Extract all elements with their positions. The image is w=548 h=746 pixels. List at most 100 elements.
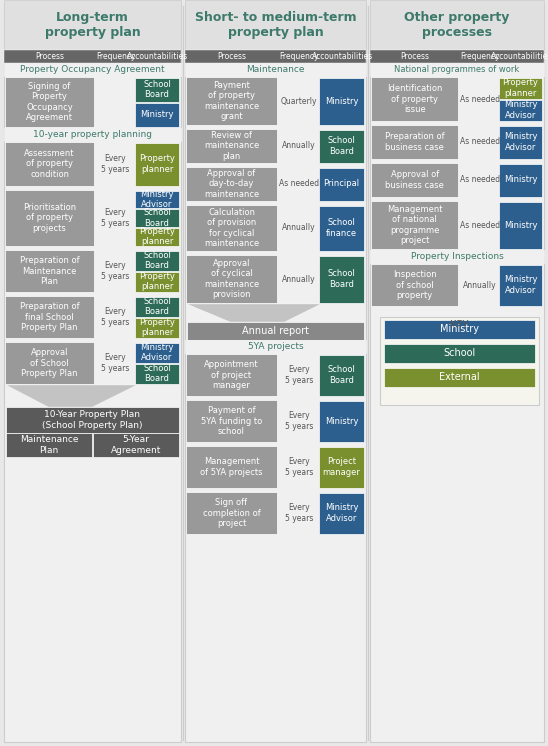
FancyBboxPatch shape [5,190,94,246]
FancyBboxPatch shape [186,400,277,442]
FancyBboxPatch shape [4,4,181,742]
FancyBboxPatch shape [499,99,542,121]
Text: Ministry
Advisor: Ministry Advisor [504,275,537,295]
Text: Preparation of
business case: Preparation of business case [385,132,444,151]
FancyBboxPatch shape [319,78,364,125]
FancyBboxPatch shape [319,168,364,201]
FancyBboxPatch shape [135,209,179,227]
Text: As needed: As needed [460,175,500,184]
Text: Management
of 5YA projects: Management of 5YA projects [201,457,263,477]
FancyBboxPatch shape [186,167,277,201]
Text: Annually: Annually [463,280,496,289]
FancyBboxPatch shape [185,63,366,76]
Polygon shape [6,385,137,407]
FancyBboxPatch shape [4,128,181,141]
Text: Property
planner: Property planner [139,227,175,246]
FancyBboxPatch shape [4,0,181,50]
FancyBboxPatch shape [319,130,364,163]
Text: Annually: Annually [282,275,316,283]
Text: Ministry
Advisor: Ministry Advisor [504,132,537,151]
FancyBboxPatch shape [4,50,181,63]
FancyBboxPatch shape [319,401,364,442]
Text: Preparation of
final School
Property Plan: Preparation of final School Property Pla… [20,302,79,332]
Text: As needed: As needed [460,221,500,230]
Text: Ministry: Ministry [140,110,174,119]
FancyBboxPatch shape [370,50,544,63]
Text: Ministry
Advisor: Ministry Advisor [140,343,174,363]
Text: Annual report: Annual report [242,326,309,336]
FancyBboxPatch shape [186,446,277,488]
FancyBboxPatch shape [371,201,459,249]
Text: Prioritisation
of property
projects: Prioritisation of property projects [23,203,76,233]
Text: Every
5 years: Every 5 years [285,504,313,523]
Text: School
Board: School Board [328,269,356,289]
Text: Process: Process [36,52,65,61]
Text: Every
5 years: Every 5 years [101,261,130,280]
FancyBboxPatch shape [5,250,94,292]
FancyBboxPatch shape [185,340,366,353]
Text: As needed: As needed [460,137,500,146]
Text: Frequency: Frequency [279,52,319,61]
Text: Long-term
property plan: Long-term property plan [44,11,140,39]
FancyBboxPatch shape [185,0,366,50]
FancyBboxPatch shape [93,433,179,457]
Text: Property Inspections: Property Inspections [410,252,504,261]
Text: Other property
processes: Other property processes [404,11,510,39]
Text: Payment of
5YA funding to
school: Payment of 5YA funding to school [201,406,262,436]
Text: Frequency: Frequency [460,52,499,61]
Text: Maintenance: Maintenance [246,65,305,74]
FancyBboxPatch shape [5,296,94,338]
FancyBboxPatch shape [371,77,459,121]
Text: Review of
maintenance
plan: Review of maintenance plan [204,131,259,161]
FancyBboxPatch shape [186,129,277,163]
Text: Preparation of
Maintenance
Plan: Preparation of Maintenance Plan [20,256,79,286]
Text: Ministry: Ministry [504,175,537,184]
Text: Approval
of School
Property Plan: Approval of School Property Plan [21,348,78,378]
FancyBboxPatch shape [186,255,277,303]
Text: Management
of national
programme
project: Management of national programme project [387,205,442,245]
FancyBboxPatch shape [499,163,542,196]
FancyBboxPatch shape [499,265,542,306]
FancyBboxPatch shape [499,78,542,98]
FancyBboxPatch shape [319,492,364,533]
Text: Short- to medium-term
property plan: Short- to medium-term property plan [195,11,356,39]
Text: External: External [439,372,480,383]
FancyBboxPatch shape [371,125,459,159]
Text: School
finance: School finance [326,219,357,238]
FancyBboxPatch shape [371,264,459,306]
FancyBboxPatch shape [370,63,544,76]
Text: As needed: As needed [460,95,500,104]
Text: Every
5 years: Every 5 years [285,457,313,477]
Text: Ministry
Advisor: Ministry Advisor [504,100,537,119]
FancyBboxPatch shape [499,125,542,158]
Text: Property
planner: Property planner [139,318,175,337]
FancyBboxPatch shape [370,250,544,263]
Text: Every
5 years: Every 5 years [101,354,130,373]
Text: KEY: KEY [450,320,469,330]
Text: Approval of
day-to-day
maintenance: Approval of day-to-day maintenance [204,169,259,199]
Text: Sign off
completion of
project: Sign off completion of project [203,498,260,528]
Text: Every
5 years: Every 5 years [101,208,130,228]
Text: 5-Year
Agreement: 5-Year Agreement [111,436,161,455]
FancyBboxPatch shape [384,320,535,339]
Text: Approval of
business case: Approval of business case [385,170,444,189]
FancyBboxPatch shape [135,190,179,208]
Text: Principal: Principal [323,180,359,189]
FancyBboxPatch shape [135,296,179,316]
Text: Frequency: Frequency [96,52,135,61]
Text: 5YA projects: 5YA projects [248,342,303,351]
Text: Every
5 years: Every 5 years [101,307,130,327]
Text: School
Board: School Board [143,297,171,316]
FancyBboxPatch shape [319,255,364,302]
Text: School
Board: School Board [328,366,356,385]
FancyBboxPatch shape [135,228,179,245]
Text: Accountabilities: Accountabilities [127,52,189,61]
FancyBboxPatch shape [5,342,94,384]
Text: As needed: As needed [279,180,319,189]
FancyBboxPatch shape [319,205,364,251]
Text: Process: Process [218,52,247,61]
Text: Ministry: Ministry [325,96,358,105]
Text: Project
manager: Project manager [323,457,361,477]
FancyBboxPatch shape [319,447,364,487]
Text: Ministry: Ministry [504,221,537,230]
